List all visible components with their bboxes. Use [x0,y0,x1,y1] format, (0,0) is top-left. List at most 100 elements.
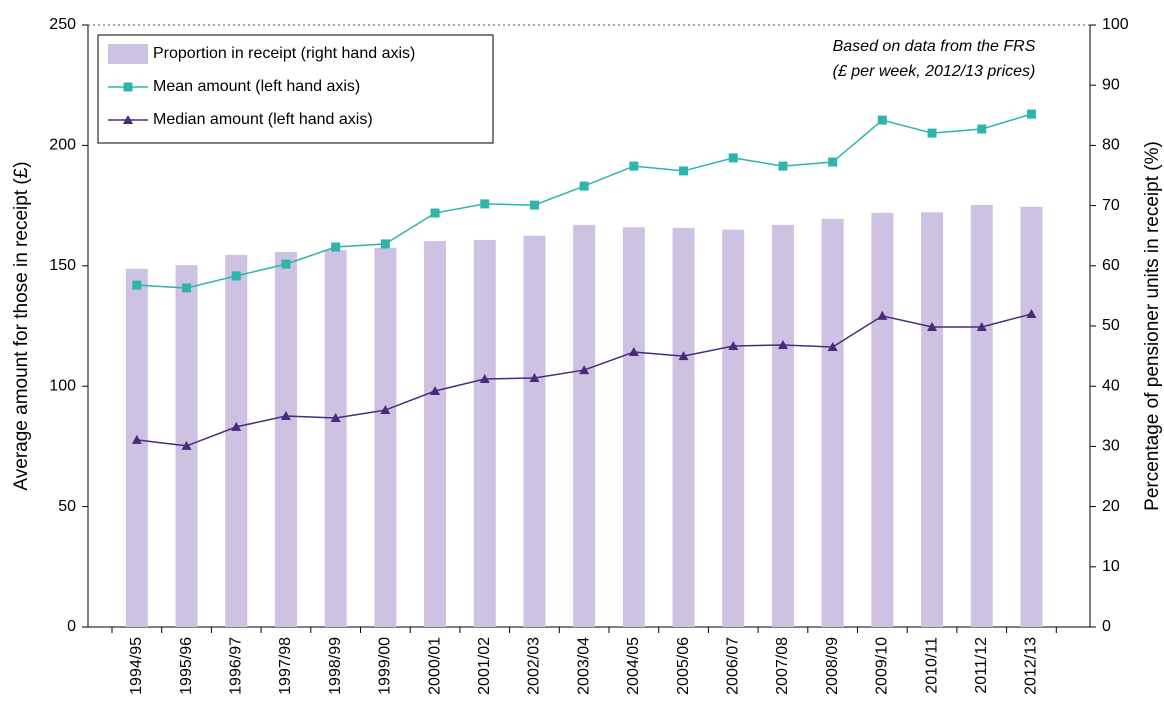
legend-box [97,34,494,144]
marker [281,259,291,269]
bar [672,227,695,627]
legend-label: Mean amount (left hand axis) [153,78,360,95]
y2-tick-label: 100 [1102,16,1129,33]
x-tick-label: 1994/95 [128,637,145,695]
y-tick-label: 100 [49,377,76,394]
y2-tick-label: 30 [1102,438,1120,455]
y2-axis-title: Percentage of pensioner units in receipt… [1142,141,1163,511]
bar [573,224,596,627]
y2-tick-label: 70 [1102,197,1120,214]
y-tick-label: 0 [67,618,76,635]
marker [877,115,887,125]
y-tick-label: 250 [49,16,76,33]
marker [280,411,291,421]
legend-label: Median amount (left hand axis) [153,111,373,128]
marker [976,321,987,331]
x-tick-label: 2002/03 [526,637,543,695]
bar [274,251,297,628]
marker [480,199,490,209]
marker [927,128,937,138]
x-tick-label: 2000/01 [426,637,443,695]
x-tick-label: 2012/13 [1023,637,1040,695]
bar [374,247,397,628]
annotation: (£ per week, 2012/13 prices) [833,63,1036,80]
x-tick-label: 1999/00 [377,637,394,695]
marker [927,321,938,331]
marker [123,82,133,92]
x-tick-label: 2003/04 [575,637,592,695]
annotation: Based on data from the FRS [833,38,1036,55]
marker [728,340,739,350]
bar [523,235,546,627]
bar [622,227,645,627]
marker [1026,109,1036,119]
bar [125,268,148,627]
marker [231,271,241,281]
bar [225,254,248,628]
legend-label: Proportion in receipt (right hand axis) [153,45,415,62]
x-tick-label: 1996/97 [227,637,244,695]
x-tick-label: 1998/99 [327,637,344,695]
x-tick-label: 2006/07 [724,637,741,695]
x-tick-label: 2001/02 [476,637,493,695]
bar [722,229,745,627]
y2-tick-label: 90 [1102,76,1120,93]
marker [828,157,838,167]
marker [728,153,738,163]
y2-tick-label: 40 [1102,377,1120,394]
x-tick-label: 2008/09 [824,637,841,695]
legend-swatch [108,44,148,64]
marker [529,373,540,383]
y2-tick-label: 10 [1102,558,1120,575]
x-tick-label: 2005/06 [675,637,692,695]
marker [579,365,590,375]
marker [231,421,242,431]
y-tick-label: 50 [58,498,76,515]
bar [473,239,496,627]
marker [123,115,133,124]
marker [182,283,192,293]
marker [131,434,142,444]
marker [1026,308,1037,318]
y2-tick-label: 80 [1102,137,1120,154]
bar [1020,206,1043,627]
x-tick-label: 1995/96 [178,637,195,695]
marker [330,412,341,422]
x-tick-label: 2004/05 [625,637,642,695]
x-tick-label: 1997/98 [277,637,294,695]
y-tick-label: 200 [49,137,76,154]
marker [777,340,788,350]
marker [877,310,888,320]
marker [977,124,987,134]
bar [821,218,844,627]
y2-tick-label: 0 [1102,618,1111,635]
bar [771,224,794,627]
y2-tick-label: 20 [1102,498,1120,515]
marker [778,161,788,171]
legend: Proportion in receipt (right hand axis) M… [97,34,494,144]
marker [479,373,490,383]
bar [970,204,993,628]
y2-tick-label: 60 [1102,257,1120,274]
x-tick-label: 2010/11 [923,637,940,694]
bar [324,250,347,627]
marker [827,341,838,351]
marker [331,242,341,252]
x-tick-label: 2007/08 [774,637,791,695]
marker [380,405,391,415]
bar [921,212,944,628]
y2-tick-label: 50 [1102,317,1120,334]
marker [181,440,192,450]
marker [678,351,689,361]
y-tick-label: 150 [49,257,76,274]
marker [529,200,539,210]
marker [132,280,142,290]
marker [579,181,589,191]
bar [871,212,894,627]
marker [629,161,639,171]
x-tick-label: 2009/10 [874,637,891,695]
bar [424,241,447,628]
marker [430,208,440,218]
marker [628,347,639,357]
